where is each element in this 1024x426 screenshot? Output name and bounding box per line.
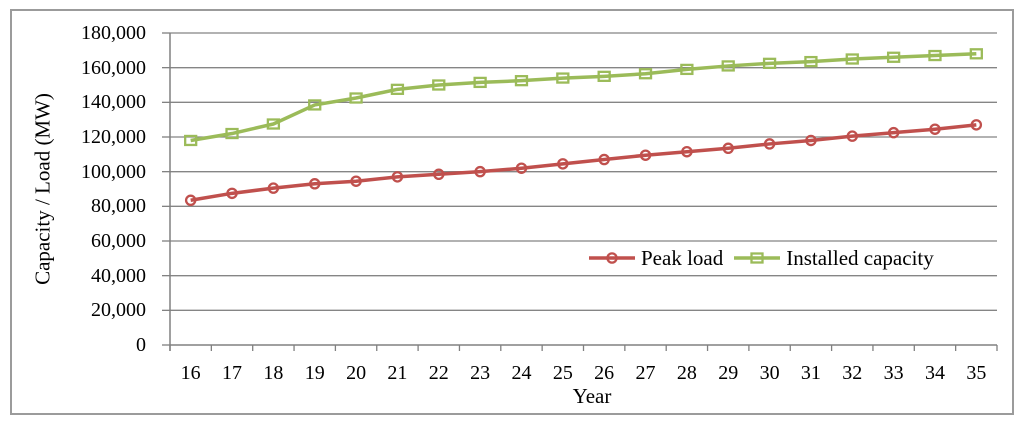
data-point-marker (226, 187, 238, 200)
y-axis-tick-label: 100,000 (81, 160, 146, 183)
y-axis-tick-label: 60,000 (91, 230, 146, 252)
x-axis-tick-label: 17 (222, 362, 243, 384)
data-point-marker (432, 79, 446, 91)
data-point-marker (390, 83, 405, 95)
y-axis-tick-label: 80,000 (91, 195, 146, 218)
data-point-marker (308, 99, 322, 111)
x-axis-tick-label: 30 (759, 362, 780, 384)
y-axis-title: Capacity / Load (MW) (30, 93, 55, 285)
data-point-marker (887, 126, 900, 139)
data-point-marker (556, 72, 570, 84)
data-point-marker (805, 134, 817, 147)
legend-label: Peak load (641, 246, 724, 270)
data-point-marker (639, 149, 652, 161)
data-point-marker (514, 75, 529, 87)
data-point-marker (557, 158, 569, 170)
data-point-marker (681, 145, 693, 158)
y-axis-tick-label: 140,000 (81, 91, 146, 114)
x-axis-tick-label: 31 (800, 362, 821, 384)
data-point-marker (391, 171, 404, 183)
data-point-marker (680, 63, 694, 76)
data-point-marker (349, 92, 363, 104)
x-axis-tick-label: 23 (470, 362, 491, 384)
y-axis-tick-label: 180,000 (81, 22, 146, 44)
data-point-marker (762, 57, 777, 69)
figure-border (10, 9, 1014, 415)
y-axis-tick-label: 0 (136, 334, 146, 356)
data-point-marker (722, 142, 734, 155)
data-point-marker (184, 134, 198, 147)
data-point-marker (184, 194, 197, 207)
x-axis-tick-label: 33 (883, 362, 904, 384)
data-point-marker (266, 118, 281, 130)
data-point-marker (638, 68, 653, 80)
x-axis-title: Year (572, 384, 612, 408)
x-axis-tick-label: 32 (842, 362, 863, 384)
y-axis-tick-label: 20,000 (91, 299, 146, 322)
data-point-marker (846, 130, 859, 142)
legend: Peak load Installed capacity (588, 246, 934, 270)
data-point-marker (474, 165, 486, 178)
series-line-square (190, 52, 977, 143)
data-point-marker (473, 76, 487, 89)
data-point-marker (225, 127, 239, 140)
data-point-marker (886, 51, 901, 63)
data-point-marker (845, 53, 859, 65)
data-point-marker (433, 168, 445, 181)
data-point-marker (763, 138, 776, 150)
x-axis-tick-label: 24 (511, 362, 532, 384)
x-axis-tick-label: 21 (387, 362, 408, 384)
x-axis-tick-label: 25 (552, 362, 573, 384)
x-axis-tick-label: 27 (635, 362, 656, 384)
data-point-marker (308, 178, 321, 190)
data-point-marker (350, 175, 362, 187)
x-axis-tick-label: 28 (676, 362, 697, 384)
data-point-marker (598, 153, 610, 166)
data-point-marker (597, 70, 611, 82)
legend-label: Installed capacity (786, 246, 934, 270)
data-point-marker (267, 182, 280, 194)
data-point-marker (721, 60, 735, 72)
data-point-marker (804, 55, 818, 68)
y-axis-tick-label: 120,000 (81, 126, 146, 148)
x-axis-tick-label: 22 (428, 362, 449, 384)
data-point-marker (929, 123, 941, 135)
y-axis-tick-label: 40,000 (91, 264, 146, 287)
x-axis-tick-label: 20 (346, 362, 367, 384)
x-axis-tick-label: 26 (594, 362, 615, 384)
series-line-circle (190, 123, 977, 202)
x-axis-tick-label: 19 (304, 362, 325, 384)
data-point-marker (515, 162, 528, 174)
legend-circle-marker-icon (589, 252, 635, 264)
legend-item: Peak load (588, 246, 723, 270)
data-point-marker (970, 119, 983, 131)
x-axis-tick-label: 16 (180, 362, 201, 384)
x-axis-tick-label: 18 (263, 362, 284, 384)
x-axis-tick-label: 34 (924, 362, 945, 384)
x-axis-tick-label: 35 (966, 362, 987, 384)
data-point-marker (969, 48, 983, 60)
legend-item: Installed capacity (733, 246, 934, 270)
x-axis-tick-label: 29 (718, 362, 739, 384)
legend-square-marker-icon (734, 252, 781, 264)
y-axis-tick-label: 160,000 (81, 56, 146, 79)
data-point-marker (928, 49, 942, 62)
